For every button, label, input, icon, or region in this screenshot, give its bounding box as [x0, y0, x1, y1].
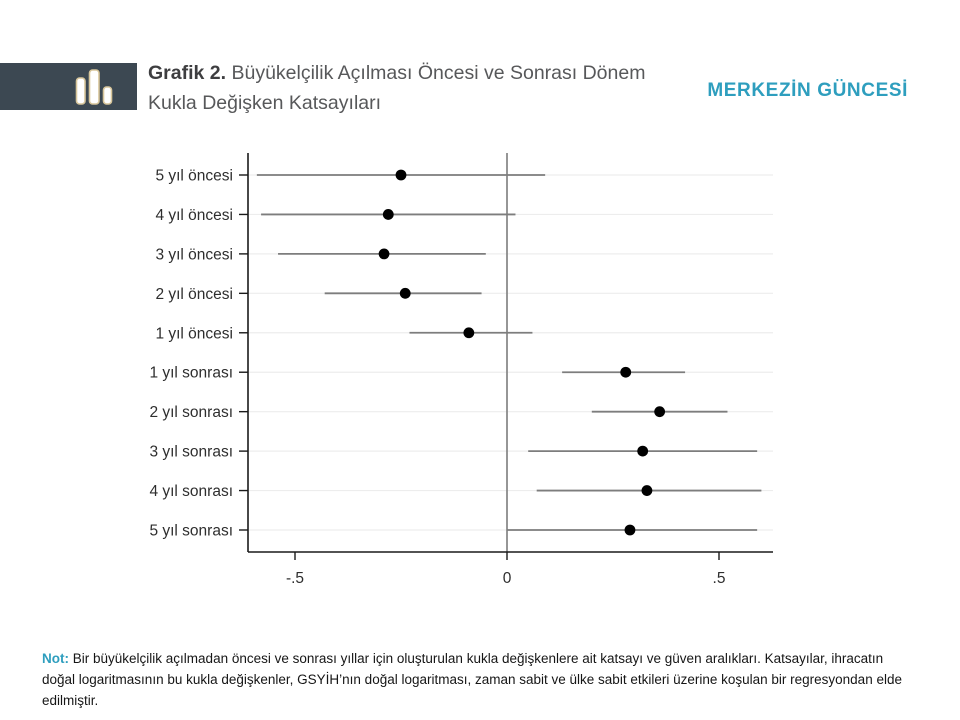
y-tick-label: 5 yıl sonrası: [149, 522, 233, 539]
y-tick-label: 2 yıl sonrası: [149, 404, 233, 421]
y-tick-label: 3 yıl öncesi: [155, 246, 233, 263]
coefficient-dot: [382, 209, 394, 220]
x-tick-label: -.5: [286, 570, 304, 587]
page-title: Grafik 2. Büyükelçilik Açılması Öncesi v…: [148, 58, 708, 118]
y-tick-label: 4 yıl öncesi: [155, 207, 233, 224]
y-tick-label: 5 yıl öncesi: [155, 168, 233, 185]
coefficient-dot: [654, 406, 666, 418]
coefficient-plot: 5 yıl öncesi 4 yıl öncesi 3 yıl öncesi 2 yı…: [130, 140, 830, 610]
y-tick-label: 1 yıl sonrası: [149, 365, 233, 382]
coefficient-dot: [399, 287, 411, 299]
coefficient-dot: [637, 445, 649, 457]
y-tick-label: 4 yıl sonrası: [149, 483, 233, 500]
coefficient-dot: [463, 327, 475, 339]
bar-chart-icon: [75, 69, 113, 105]
footnote-label: Not:: [42, 651, 69, 666]
title-text-1: Büyükelçilik Açılması Öncesi ve Sonrası …: [231, 62, 646, 84]
title-line-1: Grafik 2. Büyükelçilik Açılması Öncesi v…: [148, 58, 708, 88]
title-number: Grafik 2.: [148, 62, 227, 84]
footnote-text: Bir büyükelçilik açılmadan öncesi ve son…: [42, 651, 902, 708]
y-tick-label: 2 yıl öncesi: [155, 286, 233, 303]
brand-wordmark: MERKEZİN GÜNCESİ: [707, 80, 908, 101]
y-tick-label: 3 yıl sonrası: [149, 444, 233, 461]
footnote: Not: Bir büyükelçilik açılmadan öncesi v…: [42, 648, 916, 711]
y-tick-label: 1 yıl öncesi: [155, 325, 233, 342]
coefficient-dot: [378, 248, 390, 260]
x-tick-label: 0: [503, 570, 512, 587]
coefficient-dot: [620, 366, 632, 378]
coefficient-dot: [395, 169, 407, 181]
title-line-2: Kukla Değişken Katsayıları: [148, 92, 382, 114]
coefficient-dot: [641, 485, 653, 496]
coefficient-dot: [624, 524, 636, 536]
logo: [0, 63, 137, 110]
coefficient-plot-svg: 5 yıl öncesi 4 yıl öncesi 3 yıl öncesi 2 yı…: [149, 153, 773, 587]
x-tick-label: .5: [713, 570, 726, 587]
